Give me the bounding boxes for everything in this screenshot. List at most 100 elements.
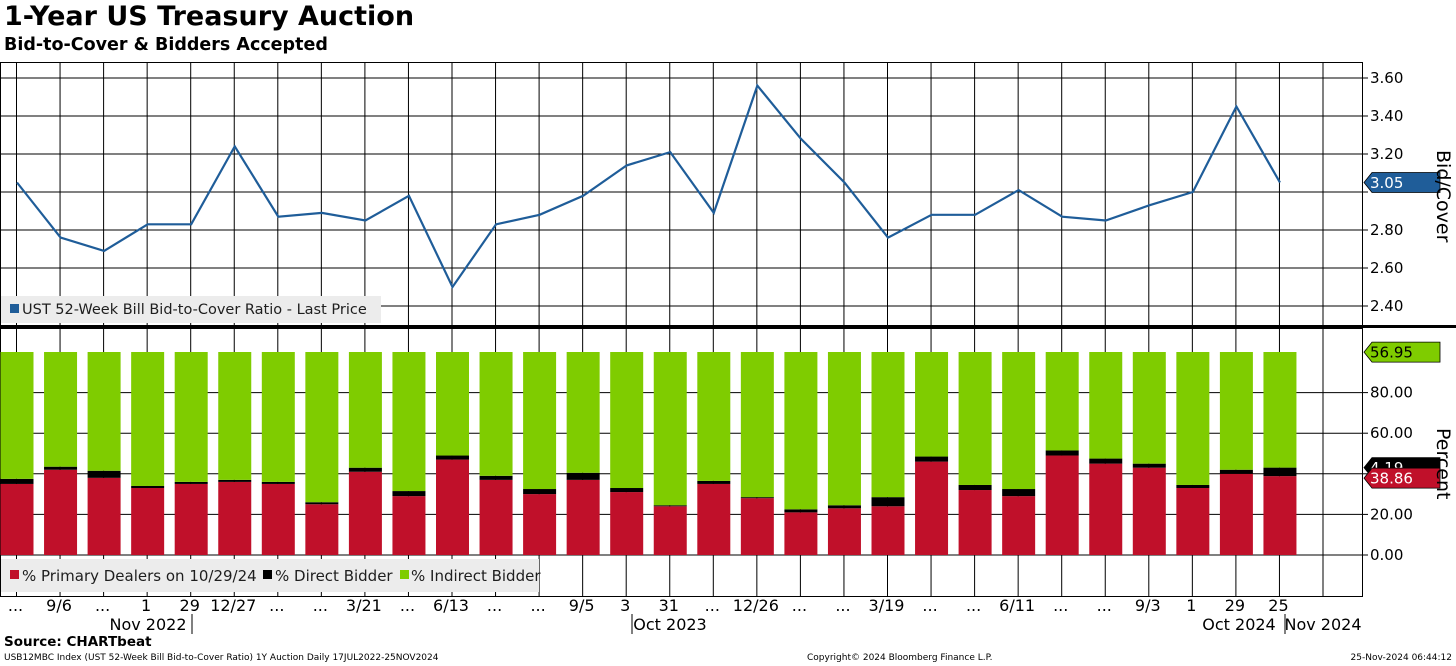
x-period-label: Nov 2022 [109,615,186,634]
bar-direct-bidder [305,502,339,505]
bar-primary-dealers [479,479,513,555]
bar-direct-bidder [436,455,469,460]
bar-direct-bidder [261,481,295,484]
x-tick-label: 1 [141,596,151,615]
bar-indirect-bidder [827,352,861,506]
line-last-value-label: 3.05 [1370,174,1403,192]
x-tick-label: 29 [180,596,200,615]
bar-direct-bidder [523,489,557,495]
x-tick-label: ... [1053,596,1068,615]
primary-last-value-label: 38.86 [1370,470,1413,488]
bar-y-tick-label: 20.00 [1370,505,1413,523]
bar-indirect-bidder [1045,352,1079,451]
x-tick-label: ... [966,596,981,615]
line-last-value-tag [1363,172,1441,193]
x-tick-label: ... [400,596,415,615]
x-tick-label: 31 [659,596,679,615]
bid-to-cover-line [16,83,1281,290]
bar-indirect-bidder [1176,352,1210,485]
bar-direct-bidder [392,491,426,497]
bar-primary-dealers [87,477,121,555]
bar-primary-dealers [697,483,731,555]
bar-indirect-bidder [44,352,78,467]
bar-indirect-bidder [479,352,513,476]
x-tick-label: ... [792,596,807,615]
bar-direct-bidder [1089,458,1123,464]
bar-indirect-bidder [436,352,469,456]
line-y-tick-label: 2.80 [1370,221,1403,239]
bar-direct-bidder [1263,467,1297,477]
bar-indirect-bidder [218,352,252,480]
bar-legend-swatch [400,570,409,579]
line-y-tick-label: 2.60 [1370,259,1403,277]
bar-indirect-bidder [305,352,339,503]
x-tick-label: 9/5 [569,596,595,615]
bar-legend-label: % Primary Dealers on 10/29/24 [22,567,257,585]
bar-primary-dealers [131,488,165,555]
line-y-tick-label: 3.60 [1370,69,1403,87]
x-tick-label: 6/13 [433,596,469,615]
line-y-tick-label: 3.20 [1370,145,1403,163]
bar-primary-dealers [610,492,644,555]
x-tick-label: 9/6 [46,596,72,615]
x-tick-label: 3/19 [869,596,905,615]
bar-direct-bidder [0,478,34,484]
bar-direct-bidder [610,488,644,493]
x-tick-label: ... [269,596,284,615]
x-tick-label: 3 [620,596,630,615]
line-legend-swatch [10,304,19,313]
bar-primary-dealers [174,483,208,555]
x-tick-label: ... [530,596,545,615]
bar-direct-bidder [740,497,774,499]
chart-area: 2.402.602.803.203.403.600.0020.0040.0060… [0,62,1456,634]
bar-primary-dealers [1176,488,1210,555]
line-y-tick-label: 3.40 [1370,107,1403,125]
bar-legend-label: % Indirect Bidder [411,567,541,585]
footer-timestamp: 25-Nov-2024 06:44:12 [1350,653,1452,663]
bar-direct-bidder [131,485,165,489]
x-tick-label: ... [313,596,328,615]
bar-direct-bidder [827,505,861,509]
x-tick-label: ... [835,596,850,615]
line-legend-label: UST 52-Week Bill Bid-to-Cover Ratio - La… [22,302,367,318]
bar-direct-bidder [697,480,731,484]
bar-y-tick-label: 60.00 [1370,424,1413,442]
bar-primary-dealers [392,496,426,555]
bar-indirect-bidder [0,352,34,479]
bar-indirect-bidder [566,352,600,473]
bar-primary-dealers [958,490,992,555]
x-tick-label: ... [1097,596,1112,615]
bar-direct-bidder [958,484,992,491]
bar-primary-dealers [348,471,382,555]
bar-primary-dealers [218,481,252,555]
x-tick-label: 25 [1268,596,1288,615]
chart-title: 1-Year US Treasury Auction [4,1,415,32]
bar-direct-bidder [1132,463,1166,468]
bar-indirect-bidder [174,352,208,482]
line-legend-box [1,296,381,323]
bar-primary-dealers [1002,496,1036,555]
x-tick-label: 9/3 [1135,596,1161,615]
footer-ticker: USB12MBC Index (UST 52-Week Bill Bid-to-… [4,653,439,663]
bar-primary-dealers [305,504,339,555]
bar-legend-swatch [263,570,272,579]
bar-primary-dealers [1132,467,1166,555]
bar-direct-bidder [784,509,818,513]
bar-primary-dealers [784,512,818,555]
bar-primary-dealers [261,483,295,555]
x-tick-label: ... [487,596,502,615]
bar-primary-dealers [1045,455,1079,555]
bar-primary-dealers [1263,476,1297,555]
bar-direct-bidder [1002,489,1036,497]
bar-y-axis-title: Percent [1432,428,1454,500]
x-period-label: Oct 2023 [633,615,706,634]
bar-indirect-bidder [392,352,426,492]
bar-direct-bidder [87,470,121,478]
line-y-tick-label: 2.40 [1370,297,1403,315]
bar-primary-dealers [436,459,469,555]
bar-primary-dealers [871,506,905,555]
x-tick-label: 6/11 [999,596,1035,615]
x-tick-label: 12/26 [733,596,779,615]
chart-subtitle: Bid-to-Cover & Bidders Accepted [4,35,328,55]
bar-indirect-bidder [958,352,992,485]
